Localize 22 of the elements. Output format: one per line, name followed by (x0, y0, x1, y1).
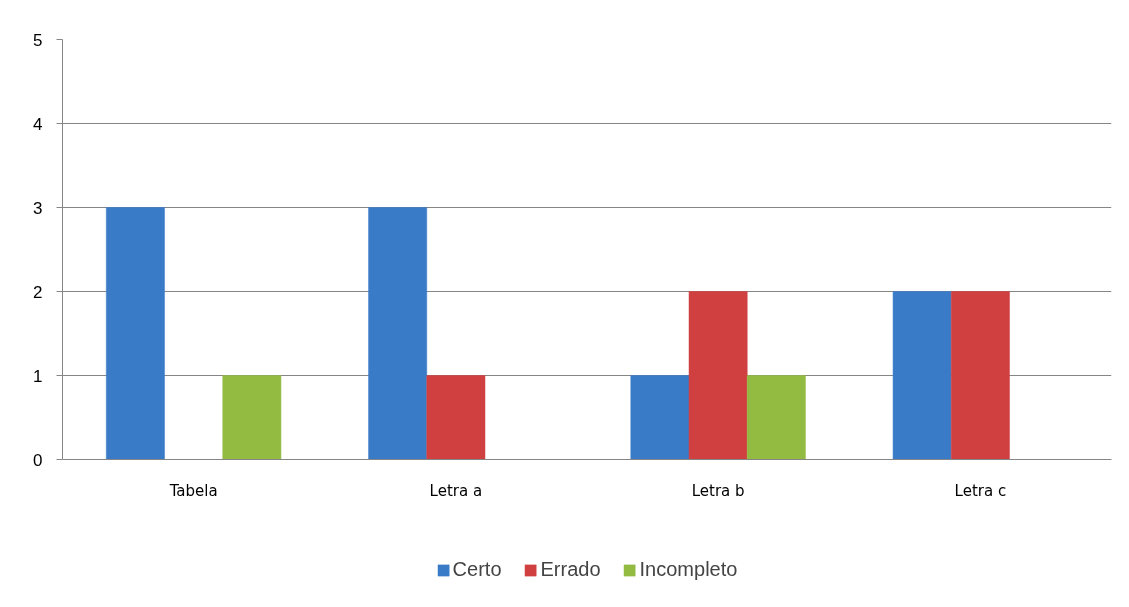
bar (426, 375, 486, 460)
y-tick-label: 2 (33, 282, 43, 302)
bar (106, 207, 165, 460)
legend-label: Certo (452, 558, 502, 581)
bar (746, 375, 806, 460)
y-tick-label: 0 (33, 450, 43, 470)
y-tick-label: 1 (33, 366, 43, 386)
x-tick-label: Letra b (691, 481, 745, 500)
bar (368, 207, 428, 460)
x-tick-label: Letra c (954, 481, 1007, 500)
legend-label: Incompleto (639, 558, 738, 581)
y-tick-label: 4 (33, 114, 43, 134)
bar (688, 291, 748, 460)
bar (630, 375, 690, 460)
legend-label: Errado (540, 558, 601, 581)
x-tick-label: Letra a (429, 481, 483, 500)
bar (222, 375, 282, 460)
bar (892, 291, 952, 460)
x-tick-label: Tabela (168, 481, 218, 500)
y-tick-label: 3 (33, 198, 43, 218)
y-tick-label: 5 (33, 30, 43, 50)
bar (951, 291, 1010, 460)
